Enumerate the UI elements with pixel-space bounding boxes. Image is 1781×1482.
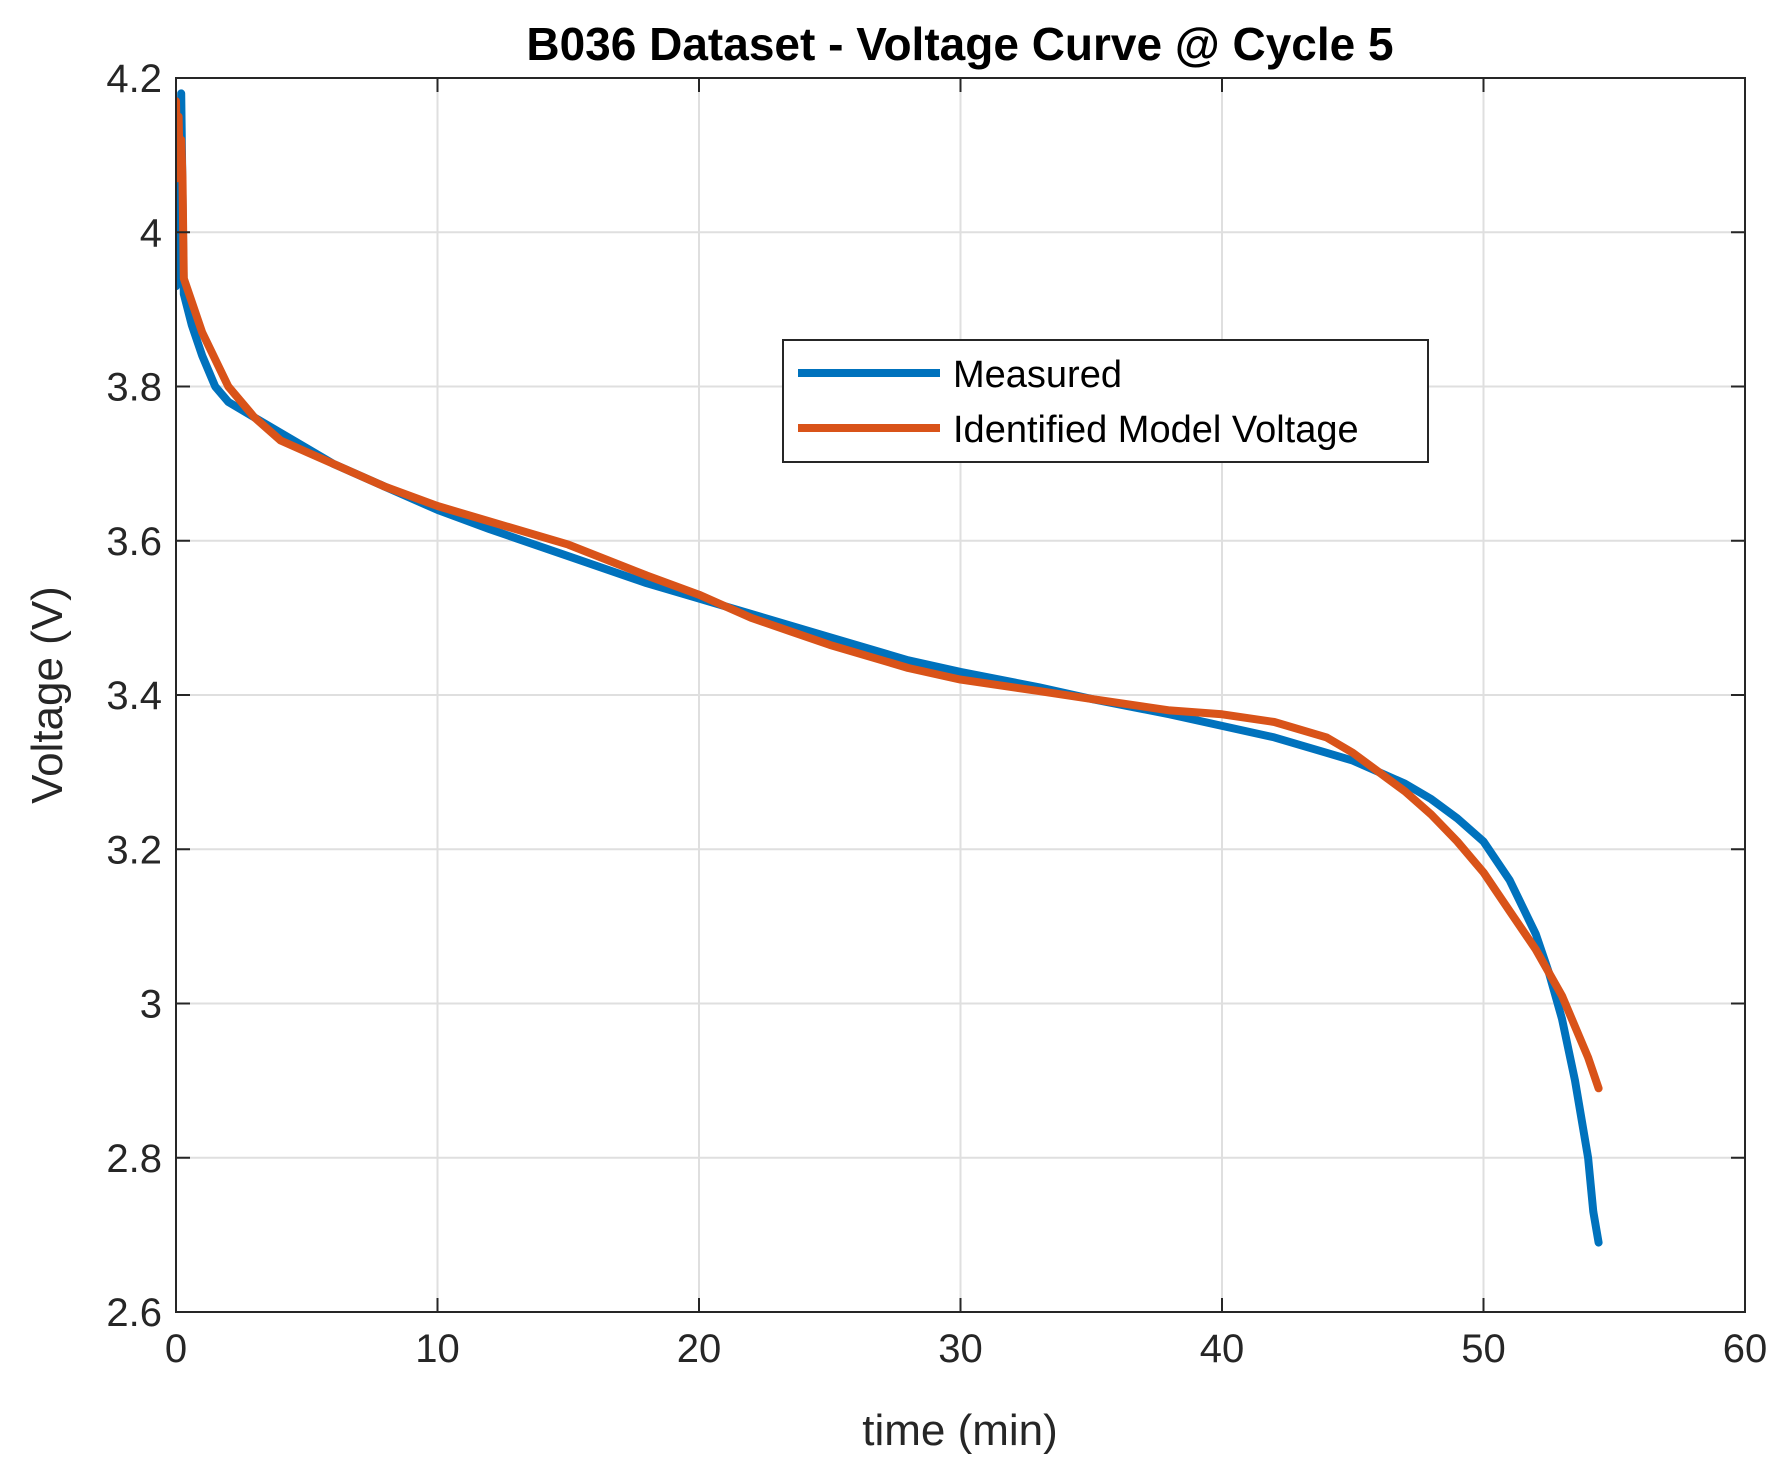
axis-ticks [175,77,1746,1313]
y-axis-label: Voltage (V) [23,586,72,804]
x-axis-label: time (min) [862,1406,1058,1455]
chart-title: B036 Dataset - Voltage Curve @ Cycle 5 [526,18,1393,70]
y-tick-label: 2.6 [106,1291,162,1335]
x-tick-label: 20 [677,1327,722,1371]
legend-label-model: Identified Model Voltage [953,409,1359,451]
x-tick-label: 30 [938,1327,983,1371]
legend-label-measured: Measured [953,354,1122,396]
y-tick-label: 3.6 [106,520,162,564]
plot-area [176,89,1603,1247]
y-tick-label: 3.4 [106,674,162,718]
x-tick-label: 10 [415,1327,460,1371]
y-tick-label: 3 [140,983,162,1027]
y-tick-label: 2.8 [106,1137,162,1181]
x-tick-label: 60 [1723,1327,1768,1371]
x-tick-label: 0 [165,1327,187,1371]
series-line-measured [176,89,1603,1247]
x-tick-label: 50 [1461,1327,1506,1371]
y-tick-label: 4 [140,211,162,255]
legend-box [782,339,1429,463]
y-tick-label: 3.2 [106,828,162,872]
series-line-identified-model [176,97,1603,1093]
data-series [176,89,1603,1247]
x-axis-tick-labels: 0 10 20 30 40 50 60 [165,1327,1767,1371]
y-axis-tick-labels: 2.6 2.8 3 3.2 3.4 3.6 3.8 4 4.2 [106,57,162,1335]
y-tick-label: 3.8 [106,366,162,410]
x-tick-label: 40 [1200,1327,1245,1371]
legend: Measured Identified Model Voltage [782,339,1429,463]
y-tick-label: 4.2 [106,57,162,101]
grid-lines [176,78,1745,1312]
